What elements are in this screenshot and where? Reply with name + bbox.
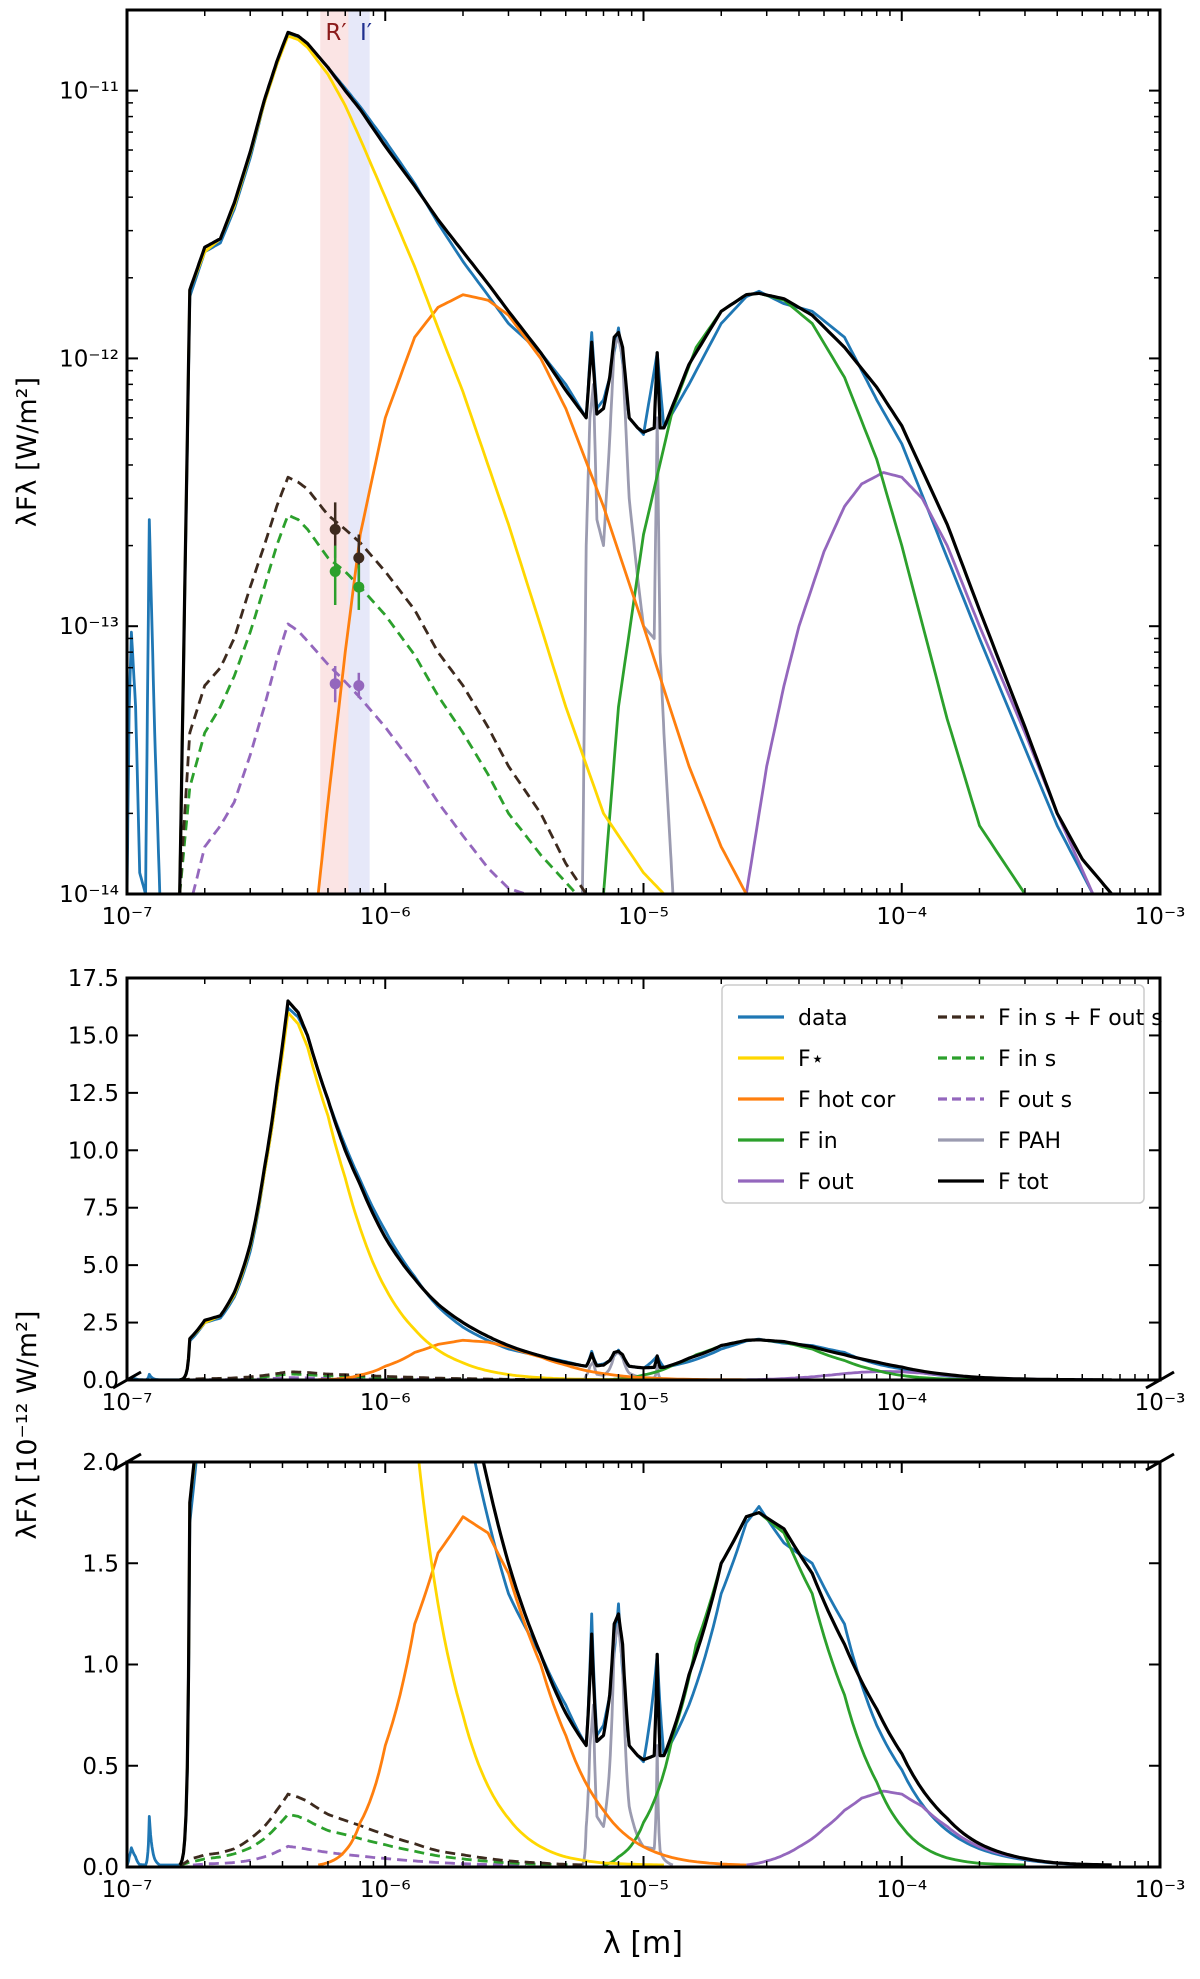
top-xtick-label: 10⁻⁵ [618,904,669,930]
band-r [320,10,349,894]
point-sin_out-0 [329,523,341,535]
legend-label-in: F in [798,1129,838,1154]
mid-xtick-label: 10⁻⁶ [360,1390,411,1416]
break-mark-mid-left [112,1370,142,1390]
x-axis-label: λ [m] [603,1926,683,1961]
mid-xtick-label: 10⁻³ [1135,1390,1186,1416]
mid-xtick-label: 10⁻⁴ [876,1390,927,1416]
bot-xtick-label: 10⁻³ [1135,1877,1186,1903]
break-mark-bot-right [1145,1452,1175,1472]
legend-label-sin_out: F in s + F out s [998,1006,1163,1031]
mid-xtick-label: 10⁻⁵ [618,1390,669,1416]
bot-series-in [603,1511,1026,1867]
top-frame [125,8,1162,896]
band-i [348,10,370,894]
bot-ytick-label: 1.5 [82,1551,119,1577]
band-label-i: I′ [360,20,372,46]
legend-label-out: F out [798,1170,854,1195]
axis-break-marks [112,1370,1175,1472]
legend-label-sout: F out s [998,1088,1072,1113]
middle-axes: 10⁻⁷ 10⁻⁶ 10⁻⁵ 10⁻⁴ 10⁻³ 0.0 2.5 5.0 7.5 10.0 12.5… [68,966,1186,1416]
top-axes: 10⁻⁷ 10⁻⁶ 10⁻⁵ 10⁻⁴ 10⁻³ 10⁻¹⁴ 10⁻¹³ 10⁻¹² 10⁻¹¹ [59,9,1186,930]
top-ytick-label: 10⁻¹² [59,346,119,372]
mid-ytick-label: 7.5 [82,1196,119,1222]
bottom-axes: 10⁻⁷ 10⁻⁶ 10⁻⁵ 10⁻⁴ 10⁻³ 0.0 0.5 1.0 1.5 2.0 [82,1450,1185,1903]
bot-series-sin [179,1812,577,1867]
top-curves [127,30,1113,894]
bot-series-hot [317,1515,747,1867]
bottom-panel: 10⁻⁷ 10⁻⁶ 10⁻⁵ 10⁻⁴ 10⁻³ 0.0 0.5 1.0 1.5 2.0 [82,1450,1185,1903]
bot-xtick-label: 10⁻⁵ [618,1877,669,1903]
bot-series-sin_out [179,1792,587,1867]
top-xtick-label: 10⁻⁷ [102,904,153,930]
top-ytick-label: 10⁻¹¹ [59,79,119,105]
bottom-curves [127,1462,1112,1867]
bot-ytick-label: 0.0 [82,1855,119,1881]
top-series-sin_out [178,475,588,894]
break-mark-mid-right [1145,1370,1175,1390]
bot-series-data [127,1462,1093,1867]
mid-ytick-label: 17.5 [68,966,119,992]
point-sin-0 [329,566,341,578]
bot-series-tot [178,1462,1112,1867]
mid-ytick-label: 10.0 [68,1138,119,1164]
mid-ytick-label: 15.0 [68,1023,119,1049]
point-sout-1 [353,680,365,692]
break-mark-bot-left [112,1452,142,1472]
top-ytick-label: 10⁻¹⁴ [59,882,119,908]
bot-ytick-label: 1.0 [82,1653,119,1679]
bot-ytick-label: 0.5 [82,1754,119,1780]
middle-panel: 10⁻⁷ 10⁻⁶ 10⁻⁵ 10⁻⁴ 10⁻³ 0.0 2.5 5.0 7.5 10.0 12.5… [68,966,1186,1416]
top-panel: 10⁻⁷ 10⁻⁶ 10⁻⁵ 10⁻⁴ 10⁻³ 10⁻¹⁴ 10⁻¹³ 10⁻¹² 10⁻¹¹… [12,8,1186,930]
mid-series-star [179,1011,664,1380]
top-photometry [329,502,365,703]
legend: data F⋆ F hot cor F in F out F in s + F out s… [721,984,1163,1204]
mid-ytick-label: 2.5 [82,1311,119,1337]
top-series-star [178,34,665,894]
legend-label-pah: F PAH [998,1129,1061,1154]
legend-label-star: F⋆ [798,1047,824,1072]
mid-ytick-label: 0.0 [82,1368,119,1394]
top-y-axis-label: λFλ [W/m²] [12,377,43,527]
top-series-data [127,33,1095,894]
top-ytick-label: 10⁻¹³ [59,614,119,640]
point-sin_out-1 [353,552,365,564]
mid-series-tot [179,999,1112,1380]
bot-series-star [178,1462,664,1867]
shared-y-axis-label: λFλ [10⁻¹² W/m²] [12,1311,43,1540]
point-sin-1 [353,581,365,593]
mid-ytick-label: 12.5 [68,1081,119,1107]
top-xtick-label: 10⁻⁶ [360,904,411,930]
legend-label-data: data [798,1006,848,1031]
top-series-hot [316,293,748,894]
top-series-out [744,471,1095,894]
band-label-r: R′ [325,20,346,46]
legend-items: data F⋆ F hot cor F in F out F in s + F out s… [738,1006,1163,1195]
top-xtick-label: 10⁻³ [1135,904,1186,930]
bot-ytick-label: 2.0 [82,1450,119,1476]
top-series-tot [178,30,1113,894]
legend-box [721,984,1145,1204]
legend-label-tot: F tot [998,1170,1049,1195]
point-sout-0 [329,678,341,690]
bot-series-sout [192,1844,526,1867]
bottom-frame [125,1460,1162,1869]
legend-label-hot: F hot cor [798,1088,896,1113]
legend-label-sin: F in s [998,1047,1056,1072]
bot-xtick-label: 10⁻⁴ [876,1877,927,1903]
bot-xtick-label: 10⁻⁶ [360,1877,411,1903]
mid-ytick-label: 5.0 [82,1253,119,1279]
top-xtick-label: 10⁻⁴ [876,904,927,930]
top-series-sin [178,513,578,894]
top-plot-area [127,30,1113,894]
bot-xtick-label: 10⁻⁷ [102,1877,153,1903]
mid-xtick-label: 10⁻⁷ [102,1390,153,1416]
